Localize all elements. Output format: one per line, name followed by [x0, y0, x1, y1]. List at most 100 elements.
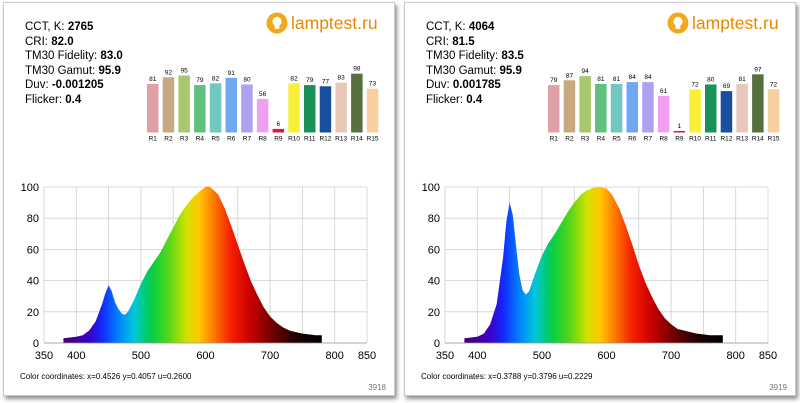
brand-name: lamptest.ru [291, 12, 378, 33]
param-duv: Duv: -0.001205 [25, 79, 104, 92]
cri-bar-value: 83 [338, 75, 346, 82]
param-value: 83.0 [100, 50, 123, 63]
cri-bar-r6 [626, 82, 638, 133]
param-value: 95.9 [499, 64, 522, 77]
spectrum-plot-area: 0 20 40 60 80 100 350 400 500 600 700 800 850 [422, 182, 778, 362]
cri-bar-value: 81 [739, 76, 747, 83]
cri-bar-label: R2 [164, 136, 173, 143]
param-tm30-gamut: TM30 Gamut: 95.9 [426, 64, 522, 77]
cri-bar-value: 80 [243, 77, 251, 84]
cri-bar-label: R5 [211, 136, 220, 143]
cri-bar-label: R5 [612, 136, 621, 143]
param-tm30-gamut: TM30 Gamut: 95.9 [25, 64, 121, 77]
cri-bar-value: 1 [678, 123, 682, 130]
y-tick-label: 0 [33, 338, 39, 350]
parameters-block: CCT, K: 4064 CRI: 81.5 TM30 Fidelity: 83… [426, 20, 524, 108]
cri-bar-r13 [736, 83, 748, 133]
spectrum-plot-area: 0 20 40 60 80 100 350 400 500 600 700 800 850 [21, 182, 377, 362]
cri-bar-r5 [610, 83, 623, 133]
cri-bar-r12 [720, 91, 733, 133]
x-tick-label: 400 [67, 350, 85, 362]
param-value: 0.001785 [452, 79, 501, 92]
color-coordinates: Color coordinates: x=0.4526 y=0.4057 u=0… [20, 372, 192, 381]
param-value: 82.0 [51, 35, 74, 48]
cri-bar-label: R12 [720, 136, 732, 143]
cri-bar-label: R9 [274, 136, 283, 143]
cri-bar-r1 [147, 83, 159, 133]
cri-bar-r5 [209, 83, 222, 133]
spectrum-area [63, 186, 322, 343]
y-tick-label: 80 [428, 213, 440, 225]
cri-bar-r2 [162, 77, 175, 133]
y-tick-label: 20 [428, 307, 440, 319]
y-tick-label: 20 [27, 307, 39, 319]
param-cct: CCT, K: 4064 [426, 21, 495, 33]
cri-bar-r7 [241, 84, 253, 133]
cri-bar-label: R7 [644, 136, 653, 143]
param-value: 0.4 [466, 93, 483, 106]
brand-logo[interactable]: lamptest.ru [667, 12, 779, 34]
cri-bar-value: 91 [228, 70, 236, 77]
cri-bar-label: R6 [227, 136, 236, 143]
x-tick-label: 500 [132, 350, 150, 362]
cri-bar-value: 79 [196, 77, 204, 84]
lightbulb-icon [266, 12, 288, 34]
param-value: 2765 [67, 21, 94, 33]
param-cri: CRI: 82.0 [25, 35, 74, 48]
x-tick-label: 350 [436, 350, 454, 362]
y-tick-label: 40 [428, 276, 440, 288]
cri-bar-value: 81 [149, 76, 157, 83]
param-cct: CCT, K: 2765 [25, 21, 94, 33]
cri-bar-value: 95 [181, 68, 189, 75]
cri-bar-label: R15 [367, 136, 379, 143]
param-value: 0.4 [65, 93, 82, 106]
cri-bar-label: R2 [565, 136, 574, 143]
param-flicker: Flicker: 0.4 [426, 93, 483, 106]
cri-bar-label: R6 [628, 136, 637, 143]
cri-bar-r8 [657, 95, 670, 133]
cri-bar-value: 84 [629, 74, 637, 81]
cri-bar-r15 [366, 88, 379, 133]
param-tm30-fidelity: TM30 Fidelity: 83.5 [426, 50, 524, 63]
cri-bar-r11 [304, 85, 316, 133]
spectrum-chart: 79 R1 87 R2 94 R3 81 R4 81 R5 84 R6 84 R7 61 R8 1 R9 72 R10… [422, 66, 780, 362]
cri-bar-label: R11 [705, 136, 717, 143]
x-tick-label: 500 [533, 350, 551, 362]
cri-bar-label: R12 [319, 136, 331, 143]
cri-bar-label: R3 [180, 136, 189, 143]
x-tick-label: 600 [196, 350, 214, 362]
param-value: 83.5 [501, 50, 524, 63]
spectrum-panel-right: CCT, K: 4064 CRI: 81.5 TM30 Fidelity: 83… [404, 2, 796, 396]
cri-bar-label: R14 [351, 136, 363, 143]
cri-bar-r14 [351, 73, 363, 133]
cri-bar-value: 84 [644, 74, 652, 81]
y-tick-label: 60 [27, 244, 39, 256]
cri-bar-value: 79 [306, 77, 314, 84]
color-coordinates: Color coordinates: x=0.3788 y=0.3796 u=0… [421, 372, 593, 381]
x-tick-label: 400 [468, 350, 486, 362]
cri-bar-value: 94 [582, 68, 590, 75]
cri-bar-label: R14 [752, 136, 764, 143]
cri-bar-label: R4 [196, 136, 205, 143]
x-tick-label: 850 [358, 350, 376, 362]
cri-bar-value: 73 [369, 81, 377, 88]
x-tick-label: 700 [261, 350, 279, 362]
cri-bar-value: 82 [212, 75, 220, 82]
cri-bar-value: 98 [353, 66, 361, 73]
cri-bar-r6 [225, 77, 237, 133]
cri-bar-label: R13 [736, 136, 748, 143]
cri-bar-r3 [178, 75, 190, 133]
param-tm30-fidelity: TM30 Fidelity: 83.0 [25, 50, 123, 63]
brand-logo[interactable]: lamptest.ru [266, 12, 378, 34]
cri-bar-label: R13 [335, 136, 347, 143]
cri-bar-r9 [272, 128, 285, 133]
y-tick-label: 100 [422, 182, 440, 194]
spectrum-panel-left: CCT, K: 2765 CRI: 82.0 TM30 Fidelity: 83… [3, 2, 395, 396]
cri-bar-r8 [256, 98, 269, 133]
cri-bar-value: 72 [770, 81, 778, 88]
cri-bar-value: 97 [754, 66, 762, 73]
cri-bar-label: R15 [768, 136, 780, 143]
y-tick-label: 100 [21, 182, 39, 194]
cri-bar-value: 81 [613, 76, 621, 83]
cri-bar-label: R9 [675, 136, 684, 143]
